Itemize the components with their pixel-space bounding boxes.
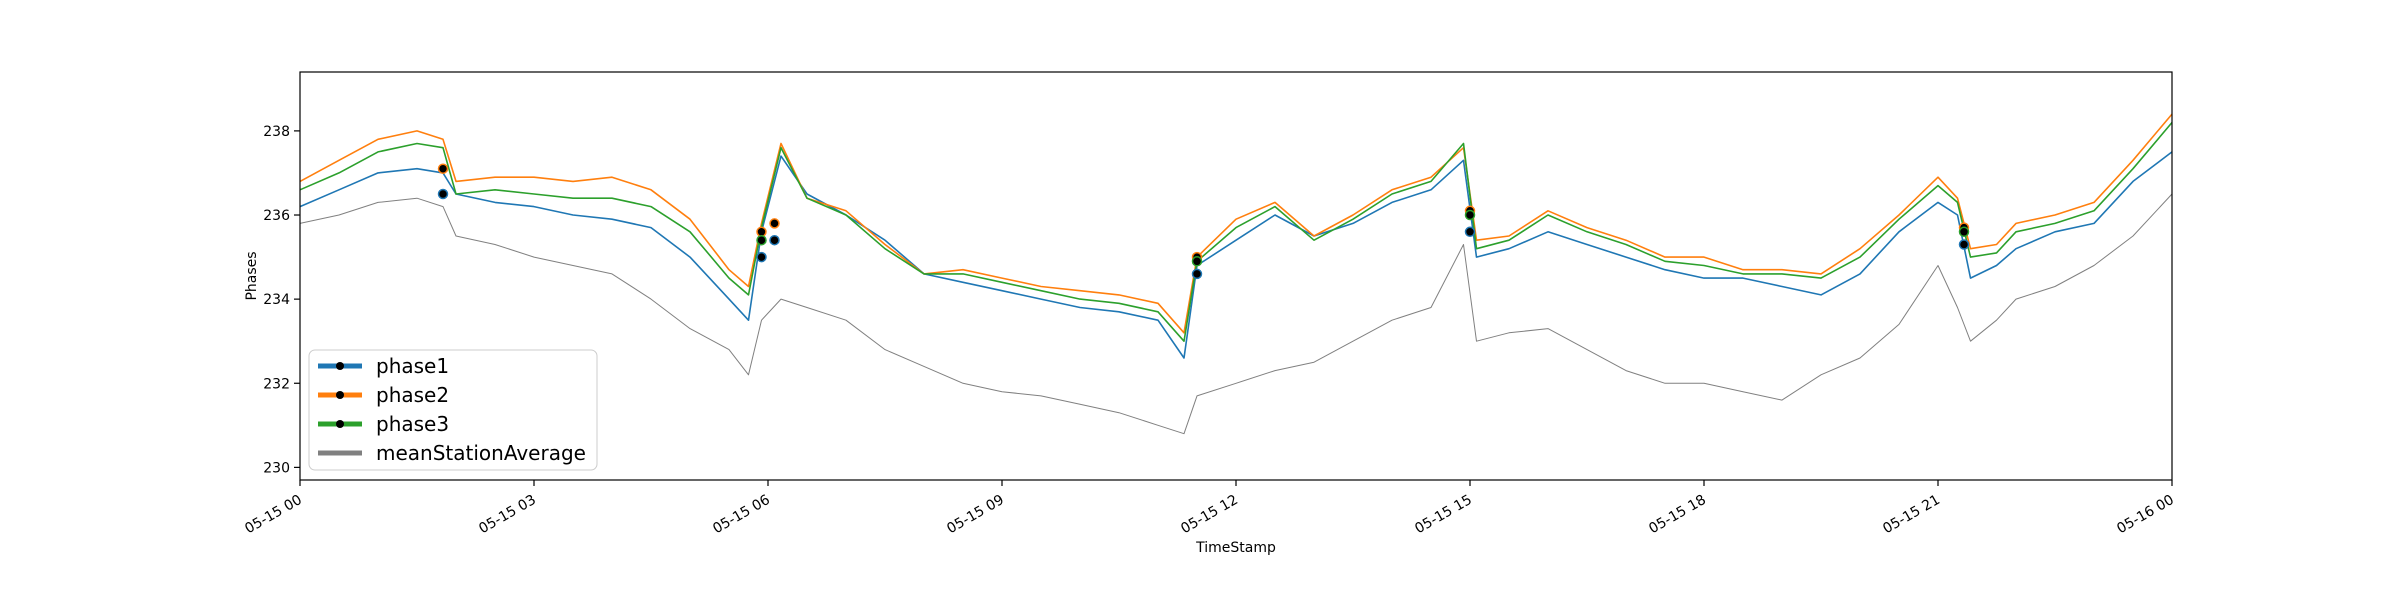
marker-phase1	[1958, 239, 1970, 250]
legend-box	[308, 349, 598, 471]
legend-label-meanStationAverage: meanStationAverage	[376, 441, 586, 465]
y-tick-label: 230	[263, 460, 290, 476]
x-axis-label: TimeStamp	[1195, 540, 1276, 556]
legend-label-phase3: phase3	[376, 412, 449, 436]
y-tick-label: 236	[263, 208, 290, 224]
y-tick-label: 234	[263, 292, 290, 308]
series-line-phase1	[299, 151, 2173, 359]
marker-phase1	[769, 234, 780, 246]
y-axis-label: Phases	[244, 251, 260, 300]
legend-label-phase1: phase1	[376, 354, 449, 378]
marker-phase2	[769, 218, 780, 229]
marker-phase3	[1958, 226, 1970, 238]
series-line-phase3	[299, 121, 2173, 342]
marker-phase1	[1464, 226, 1476, 238]
series-line-phase2	[299, 113, 2173, 334]
marker-phase1	[437, 188, 449, 200]
marker-phase1	[756, 251, 767, 263]
legend-marker-phase1	[336, 362, 344, 370]
legend-label-phase2: phase2	[376, 383, 449, 407]
marker-phase1	[1191, 268, 1203, 280]
legend: phase1 phase2 phase3 meanStationAverage	[308, 349, 598, 471]
legend-marker-phase2	[336, 391, 344, 399]
marker-phase3	[756, 234, 767, 246]
marker-phase3	[1191, 256, 1203, 267]
y-tick-label: 238	[263, 124, 290, 140]
marker-layer	[437, 163, 1970, 280]
marker-phase2	[437, 163, 449, 174]
y-tick-label: 232	[263, 376, 290, 392]
series-layer	[299, 113, 2173, 435]
marker-phase3	[1464, 209, 1476, 221]
legend-marker-phase3	[336, 420, 344, 428]
y-axis: 230 232 234 236 238	[263, 124, 300, 476]
series-line-meanStationAverage	[299, 193, 2173, 435]
